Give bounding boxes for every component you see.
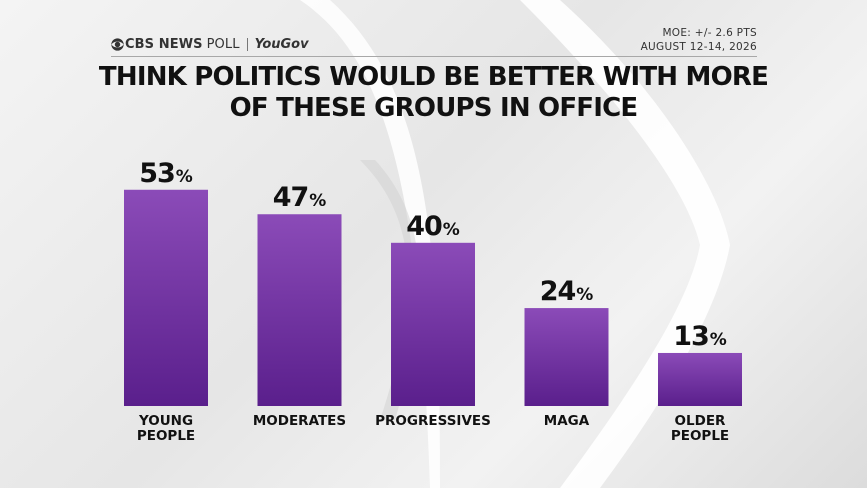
cbs-eye-icon — [111, 37, 124, 51]
logo-divider — [246, 37, 248, 51]
margin-of-error: MOE: +/- 2.6 PTS — [662, 27, 757, 39]
bar — [658, 352, 742, 406]
bar-value-label: 24% — [540, 276, 594, 307]
category-label: MODERATES — [253, 413, 346, 429]
chart-title: THINK POLITICS WOULD BE BETTER WITH MORE… — [90, 62, 777, 124]
bar — [391, 242, 475, 406]
chart-title-line-1: THINK POLITICS WOULD BE BETTER WITH MORE — [98, 62, 769, 92]
bar-value-label: 47% — [273, 182, 327, 213]
category-label: MAGA — [544, 413, 590, 429]
logo-yougov: YouGov — [254, 36, 309, 52]
poll-dates: AUGUST 12-14, 2026 — [640, 41, 757, 53]
header-meta: MOE: +/- 2.6 PTS AUGUST 12-14, 2026 — [641, 26, 757, 54]
bars-layer: 53% YOUNG PEOPLE 47% MODERATES 40% PROGRESSIVE… — [124, 158, 742, 444]
category-label: PROGRESSIVES — [375, 413, 491, 429]
logo-poll: POLL — [206, 36, 240, 52]
bar-value-label: 53% — [139, 158, 193, 189]
chart-title-line-2: OF THESE GROUPS IN OFFICE — [229, 93, 639, 123]
bar — [257, 214, 342, 406]
bar — [524, 308, 609, 406]
header-rule — [111, 56, 757, 57]
category-label: YOUNG PEOPLE — [137, 413, 195, 444]
bar — [124, 189, 208, 406]
bar-value-label: 13% — [673, 321, 727, 352]
header-logo: CBS NEWS POLL YouGov — [111, 36, 309, 52]
category-label: OLDER PEOPLE — [671, 413, 729, 444]
logo-cbs-news: CBS NEWS — [125, 36, 203, 52]
bar-value-label: 40% — [406, 211, 460, 242]
